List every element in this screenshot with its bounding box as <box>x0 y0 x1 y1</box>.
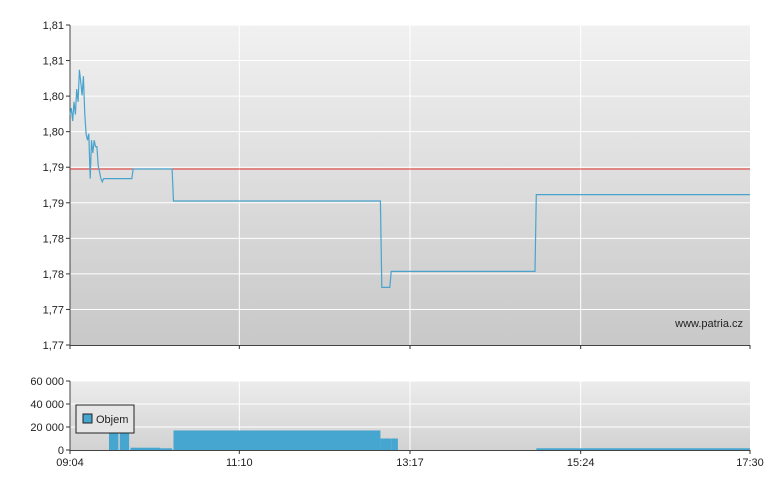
volume-bar <box>160 448 173 450</box>
volume-y-axis: 0 20 000 40 000 60 000 <box>30 376 70 457</box>
x-tick-label: 15:24 <box>567 457 595 469</box>
x-axis: 09:04 11:10 13:17 15:24 17:30 <box>56 450 764 469</box>
price-y-tick-label: 1,77 <box>43 304 64 316</box>
volume-legend: Objem <box>75 404 135 434</box>
volume-y-tick-label: 60 000 <box>30 376 64 388</box>
volume-y-tick-label: 40 000 <box>30 399 64 411</box>
price-y-tick-label: 1,80 <box>43 127 64 139</box>
price-y-tick-label: 1,79 <box>43 198 64 210</box>
x-tick-label: 17:30 <box>736 457 764 469</box>
legend-swatch <box>82 413 93 424</box>
price-y-tick-label: 1,81 <box>43 56 64 68</box>
volume-bar <box>391 438 398 450</box>
price-y-tick-label: 1,77 <box>43 340 64 352</box>
volume-y-tick-label: 0 <box>58 445 64 457</box>
price-y-tick-label: 1,79 <box>43 162 64 174</box>
price-series-line <box>69 69 750 288</box>
price-y-tick-label: 1,78 <box>43 233 64 245</box>
price-y-tick-label: 1,80 <box>43 91 64 103</box>
price-y-tick-label: 1,78 <box>43 269 64 281</box>
legend-label: Objem <box>96 414 128 426</box>
price-gridlines <box>70 24 750 345</box>
price-x-tick-marks <box>69 345 751 349</box>
volume-bar <box>536 448 750 450</box>
x-tick-label: 13:17 <box>396 457 424 469</box>
volume-panel: 0 20 000 40 000 60 000 09:04 11:10 13:17 15:24… <box>30 376 763 469</box>
watermark-text: www.patria.cz <box>674 318 743 330</box>
x-tick-label: 11:10 <box>226 457 253 469</box>
volume-y-tick-label: 20 000 <box>30 422 64 434</box>
price-panel: 1,77 1,77 1,78 1,78 1,79 1,79 1,80 1,80 1,81 1,81… <box>43 20 751 352</box>
price-y-axis: 1,77 1,77 1,78 1,78 1,79 1,79 1,80 1,80 1,81 1,81 <box>43 20 70 352</box>
x-tick-label: 09:04 <box>56 457 84 469</box>
volume-bar <box>380 438 392 450</box>
price-y-tick-label: 1,81 <box>43 20 64 32</box>
volume-bar <box>173 430 381 450</box>
volume-bar <box>130 447 161 450</box>
